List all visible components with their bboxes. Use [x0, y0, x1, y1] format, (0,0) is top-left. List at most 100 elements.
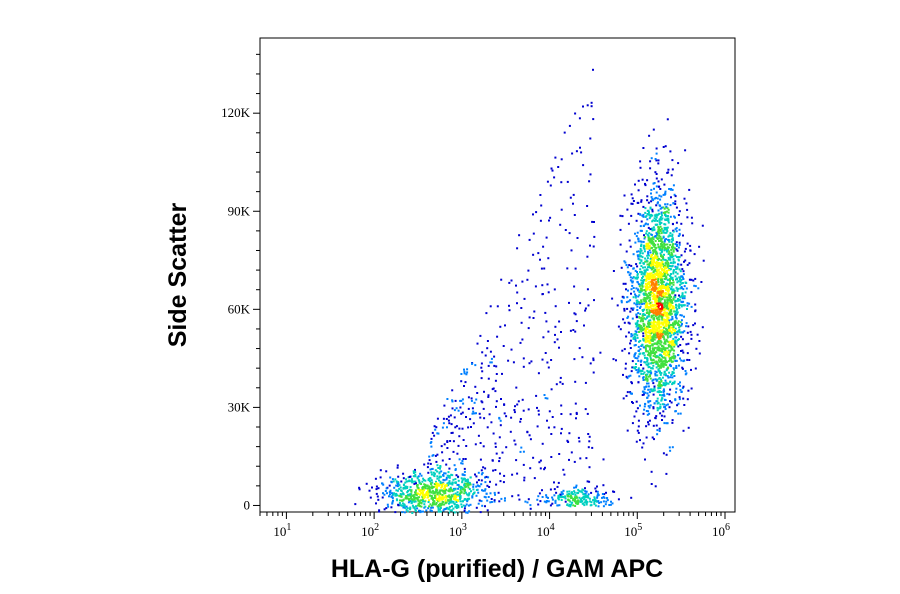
- data-point: [412, 494, 415, 497]
- data-point: [560, 499, 563, 501]
- data-point: [642, 275, 644, 278]
- data-point: [656, 341, 659, 344]
- data-point: [656, 332, 659, 335]
- data-point: [431, 506, 434, 509]
- data-point: [671, 307, 674, 310]
- data-point: [652, 364, 655, 367]
- data-point: [529, 507, 532, 510]
- data-point: [625, 264, 628, 266]
- data-point: [659, 252, 662, 255]
- data-point: [435, 480, 437, 483]
- data-point: [466, 371, 469, 374]
- x-tick-label: 106: [712, 522, 730, 539]
- data-point: [676, 288, 679, 291]
- data-point: [631, 382, 633, 385]
- data-point: [375, 485, 378, 488]
- data-point: [670, 256, 673, 259]
- data-point: [650, 192, 652, 195]
- data-point: [646, 413, 649, 416]
- data-point: [494, 445, 497, 448]
- data-point: [676, 333, 679, 336]
- data-point: [672, 270, 675, 273]
- data-point: [573, 486, 576, 489]
- data-point: [415, 497, 418, 499]
- data-point: [649, 337, 652, 339]
- data-point: [663, 277, 666, 280]
- data-point: [636, 323, 639, 326]
- data-point: [632, 307, 635, 310]
- data-point: [666, 215, 669, 218]
- data-point: [694, 322, 696, 325]
- data-point: [687, 325, 690, 328]
- data-point: [536, 425, 539, 428]
- data-point: [664, 357, 667, 360]
- data-point: [392, 493, 394, 496]
- data-point: [575, 320, 578, 323]
- data-point: [465, 373, 468, 376]
- data-point: [678, 364, 680, 367]
- data-point: [559, 223, 562, 226]
- data-point: [495, 400, 498, 403]
- data-point: [424, 493, 427, 496]
- data-point: [594, 487, 597, 490]
- data-point: [663, 394, 666, 397]
- data-point: [439, 483, 442, 486]
- data-point: [393, 492, 395, 495]
- data-point: [489, 501, 492, 504]
- data-point: [653, 308, 656, 311]
- data-point: [666, 354, 669, 357]
- data-point: [624, 362, 627, 365]
- data-point: [468, 488, 471, 490]
- data-point: [463, 477, 466, 480]
- data-point: [685, 343, 688, 346]
- data-point: [651, 242, 654, 245]
- data-point: [651, 329, 654, 332]
- data-point: [471, 407, 474, 410]
- data-point: [467, 486, 470, 489]
- data-point: [680, 279, 683, 281]
- data-point: [402, 506, 405, 509]
- data-point: [399, 504, 402, 507]
- data-point: [436, 477, 439, 480]
- data-point: [432, 490, 434, 493]
- data-point: [637, 255, 640, 258]
- data-point: [581, 488, 584, 491]
- data-point: [432, 454, 435, 457]
- data-point: [438, 503, 440, 506]
- data-point: [651, 208, 654, 211]
- data-point: [588, 497, 591, 500]
- data-point: [681, 338, 684, 341]
- data-point: [420, 483, 423, 485]
- data-point: [587, 493, 590, 496]
- data-point: [647, 325, 650, 328]
- data-point: [641, 446, 644, 449]
- data-point: [443, 443, 446, 446]
- data-point: [447, 471, 450, 474]
- data-point: [403, 484, 405, 487]
- data-point: [646, 304, 649, 307]
- data-point: [666, 318, 669, 320]
- data-point: [658, 257, 661, 260]
- data-point: [669, 232, 672, 235]
- data-point: [661, 328, 664, 331]
- data-point: [490, 498, 493, 500]
- data-point: [675, 206, 678, 209]
- data-point: [428, 459, 431, 462]
- data-point: [657, 316, 660, 319]
- data-point: [450, 496, 453, 499]
- data-point: [480, 473, 483, 476]
- data-point: [638, 294, 641, 297]
- data-point: [656, 390, 659, 393]
- data-point: [533, 477, 536, 480]
- data-point: [655, 173, 658, 175]
- data-point: [682, 295, 685, 298]
- data-point: [477, 434, 480, 437]
- data-point: [465, 503, 468, 506]
- data-point: [672, 325, 675, 328]
- data-point: [440, 470, 443, 473]
- data-point: [670, 318, 673, 321]
- data-point: [649, 331, 652, 333]
- data-point: [462, 458, 465, 460]
- data-point: [663, 309, 666, 312]
- data-point: [512, 361, 515, 364]
